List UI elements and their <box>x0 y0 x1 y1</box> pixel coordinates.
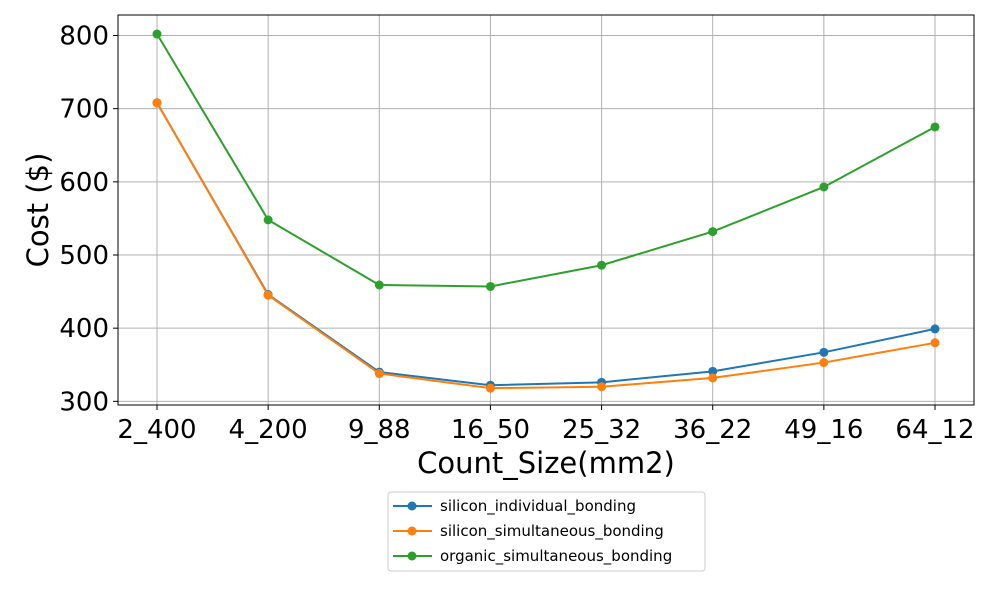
legend-label: silicon_individual_bonding <box>440 497 636 516</box>
series-line <box>156 102 936 387</box>
x-tick-label: 49_16 <box>784 415 863 445</box>
legend-item: silicon_individual_bonding <box>393 497 636 516</box>
data-point <box>485 281 495 291</box>
data-point <box>930 324 940 334</box>
data-point <box>263 215 273 225</box>
data-point <box>485 383 495 393</box>
data-point <box>597 260 607 270</box>
series-silicon_individual_bonding <box>152 98 940 390</box>
data-point <box>152 29 162 39</box>
y-tick-label: 800 <box>59 21 109 51</box>
data-point <box>263 290 273 300</box>
x-tick-label: 36_22 <box>673 415 752 445</box>
y-tick-label: 300 <box>59 387 109 417</box>
data-point <box>708 366 718 376</box>
series-layer <box>152 29 940 393</box>
series-silicon_simultaneous_bonding <box>152 98 940 393</box>
x-tick-label: 16_50 <box>451 415 530 445</box>
grid <box>118 15 974 405</box>
legend: silicon_individual_bonding silicon_simult… <box>387 491 706 572</box>
series-line <box>156 33 936 288</box>
y-axis-title: Cost ($) <box>21 153 55 268</box>
x-tick-label: 4_200 <box>229 415 308 445</box>
y-tick-label: 700 <box>59 95 109 125</box>
x-tick-label: 64_12 <box>895 415 974 445</box>
y-tick-label: 600 <box>59 168 109 198</box>
series-organic_simultaneous_bonding <box>152 29 940 291</box>
data-point <box>819 182 829 192</box>
data-point <box>819 358 829 368</box>
series-line <box>156 102 936 390</box>
legend-item: organic_simultaneous_bonding <box>393 547 672 566</box>
y-tick-label: 500 <box>59 241 109 271</box>
data-point <box>374 280 384 290</box>
data-point <box>597 382 607 392</box>
data-point <box>930 122 940 132</box>
legend-swatch-marker <box>407 551 417 561</box>
x-tick-label: 25_32 <box>562 415 641 445</box>
legend-swatch-marker <box>407 526 417 536</box>
data-point <box>152 98 162 108</box>
y-tick-label: 400 <box>59 314 109 344</box>
data-point <box>930 338 940 348</box>
legend-item: silicon_simultaneous_bonding <box>393 522 664 541</box>
x-axis-title: Count_Size(mm2) <box>417 446 675 480</box>
legend-label: organic_simultaneous_bonding <box>440 547 672 566</box>
data-point <box>708 227 718 237</box>
legend-box <box>387 491 706 572</box>
legend-swatch-marker <box>407 501 417 511</box>
plot-area <box>117 14 975 406</box>
x-tick-label: 2_400 <box>117 415 196 445</box>
data-point <box>708 373 718 383</box>
legend-label: silicon_simultaneous_bonding <box>440 522 664 541</box>
data-point <box>819 347 829 357</box>
axes: 2_400 4_200 9_88 16_50 25_32 36_22 49_16 64_12 3… <box>59 21 974 445</box>
x-tick-label: 9_88 <box>348 415 411 445</box>
data-point <box>374 369 384 379</box>
